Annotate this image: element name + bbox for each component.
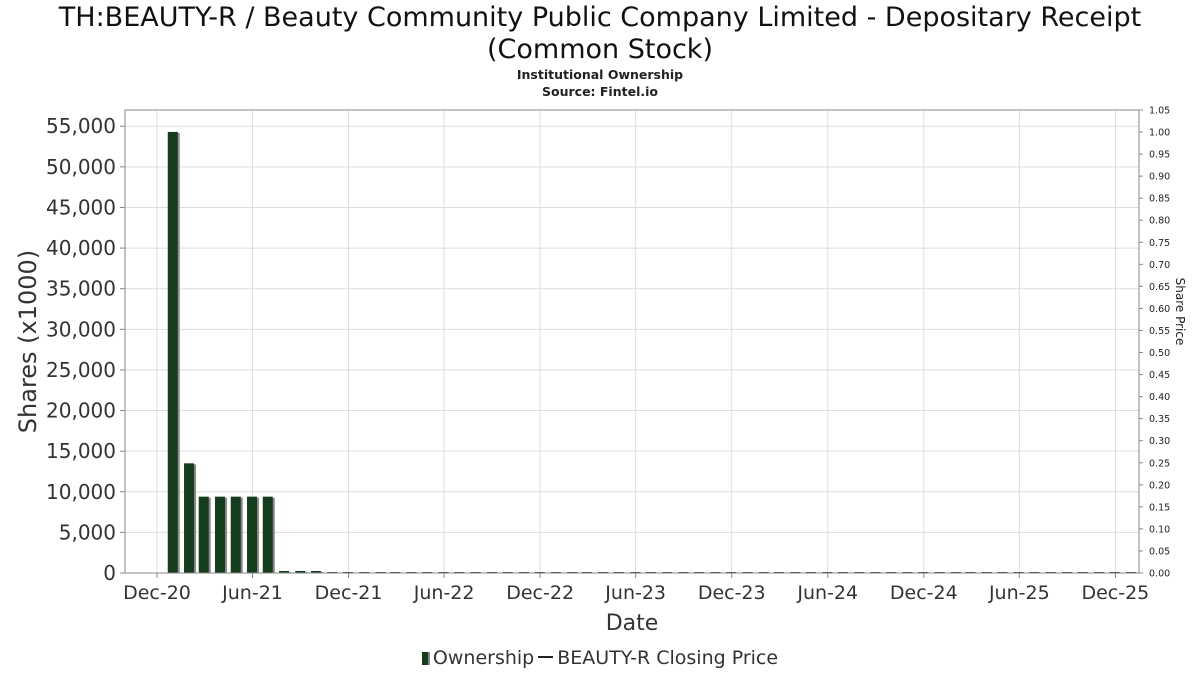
x-tick-label: Dec-25 <box>1081 582 1149 604</box>
y-tick-label: 10,000 <box>46 480 116 504</box>
ownership-bar <box>311 570 322 573</box>
y2-tick-label: 0.85 <box>1149 194 1170 205</box>
y-tick-label: 0 <box>103 561 116 585</box>
y-tick-label: 5,000 <box>59 520 116 544</box>
y2-tick-label: 0.00 <box>1149 569 1170 580</box>
y-tick-label: 30,000 <box>46 317 116 341</box>
y-tick-label: 40,000 <box>46 236 116 260</box>
chart-source: Source: Fintel.io <box>542 84 658 99</box>
y2-tick-label: 0.35 <box>1149 414 1170 425</box>
y2-tick-label: 0.45 <box>1149 370 1170 381</box>
chart-title-line-1: TH:BEAUTY-R / Beauty Community Public Co… <box>58 2 1142 33</box>
ownership-bar <box>230 496 241 573</box>
y2-tick-label: 0.70 <box>1149 260 1170 271</box>
ownership-bar <box>247 496 258 573</box>
x-tick-label: Dec-22 <box>506 582 574 604</box>
y2-tick-label: 0.60 <box>1149 304 1170 315</box>
x-tick-label: Dec-23 <box>698 582 766 604</box>
y-tick-label: 20,000 <box>46 399 116 423</box>
ownership-bar <box>214 496 225 573</box>
y-axis-label: Shares (x1000) <box>14 250 42 433</box>
y-tick-label: 15,000 <box>46 439 116 463</box>
ownership-bars <box>167 131 1137 573</box>
y2-tick-label: 0.05 <box>1149 546 1170 557</box>
y2-axis-label: Share Price <box>1173 278 1187 346</box>
y2-tick-label: 0.80 <box>1149 216 1170 227</box>
y-tick-label: 25,000 <box>46 358 116 382</box>
y2-tick-label: 0.20 <box>1149 480 1170 491</box>
ownership-legend-swatch <box>421 652 430 665</box>
chart-subtitle: Institutional Ownership <box>516 67 684 82</box>
y2-tick-label: 0.15 <box>1149 502 1170 513</box>
x-tick-label: Jun-23 <box>604 582 666 604</box>
y2-tick-label: 0.90 <box>1149 172 1170 183</box>
ownership-bar <box>279 570 290 573</box>
ownership-bar <box>262 496 273 573</box>
ownership-bar <box>295 570 306 573</box>
y2-tick-label: 0.75 <box>1149 238 1170 249</box>
price-legend-label: BEAUTY-R Closing Price <box>557 647 779 669</box>
x-axis: Dec-20 Jun-21 Dec-21 Jun-22 Dec-22 Jun-23 Dec-… <box>123 573 1149 604</box>
x-tick-label: Jun-24 <box>796 582 858 604</box>
y-tick-label: 45,000 <box>46 195 116 219</box>
x-tick-label: Jun-22 <box>413 582 475 604</box>
y-tick-label: 55,000 <box>46 114 116 138</box>
grid-lines <box>125 110 1139 574</box>
y2-tick-label: 0.30 <box>1149 436 1170 447</box>
ownership-bar <box>198 496 209 573</box>
x-axis-label: Date <box>606 611 659 636</box>
x-tick-label: Jun-25 <box>988 582 1050 604</box>
y-axis-right: 0.00 0.05 0.10 0.15 0.20 0.25 0.30 0.35 0.40 0.45… <box>1139 106 1170 580</box>
chart-legend: Ownership BEAUTY-R Closing Price <box>0 647 1200 669</box>
x-tick-label: Dec-20 <box>123 582 191 604</box>
y2-tick-label: 1.05 <box>1149 106 1170 117</box>
y-tick-label: 50,000 <box>46 155 116 179</box>
x-tick-label: Dec-21 <box>315 582 383 604</box>
ownership-bar <box>167 131 178 573</box>
y2-tick-label: 0.55 <box>1149 326 1170 337</box>
y-axis-left: 0 5,000 10,000 15,000 20,000 25,000 30,000 35,0… <box>46 114 125 585</box>
chart-title-line-2: (Common Stock) <box>487 34 713 65</box>
price-legend-swatch <box>538 656 554 658</box>
ownership-bar <box>184 463 195 573</box>
x-tick-label: Dec-24 <box>890 582 958 604</box>
plot-frame <box>124 109 1140 574</box>
y2-tick-label: 0.95 <box>1149 150 1170 161</box>
y2-tick-label: 0.40 <box>1149 392 1170 403</box>
x-tick-label: Jun-21 <box>221 582 283 604</box>
y2-tick-label: 0.25 <box>1149 458 1170 469</box>
ownership-legend-label: Ownership <box>432 647 535 669</box>
y2-tick-label: 0.65 <box>1149 282 1170 293</box>
y2-tick-label: 0.10 <box>1149 524 1170 535</box>
y2-tick-label: 1.00 <box>1149 128 1170 139</box>
y-tick-label: 35,000 <box>46 277 116 301</box>
y2-tick-label: 0.50 <box>1149 348 1170 359</box>
